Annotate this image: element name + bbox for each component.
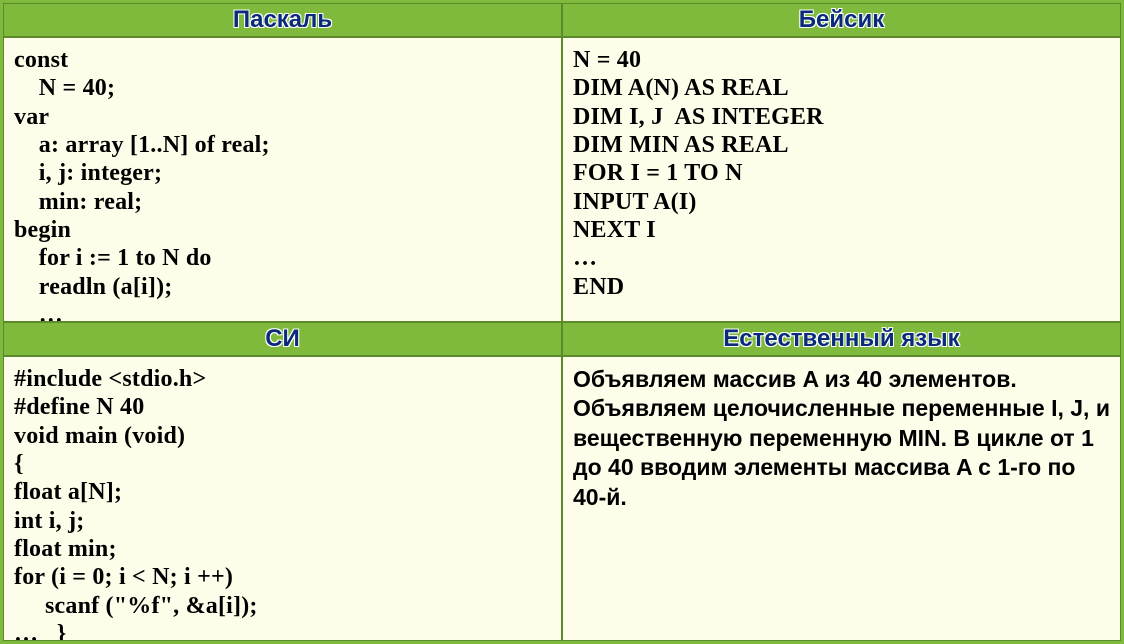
header-c: СИ xyxy=(3,322,562,356)
prose-natural: Объявляем массив A из 40 элементов. Объя… xyxy=(573,365,1110,512)
header-pascal: Паскаль xyxy=(3,3,562,37)
cell-natural: Объявляем массив A из 40 элементов. Объя… xyxy=(562,356,1121,641)
cell-pascal: const N = 40; var a: array [1..N] of rea… xyxy=(3,37,562,322)
header-basic: Бейсик xyxy=(562,3,1121,37)
code-c: #include <stdio.h> #define N 40 void mai… xyxy=(14,365,551,641)
code-pascal: const N = 40; var a: array [1..N] of rea… xyxy=(14,46,551,322)
cell-c: #include <stdio.h> #define N 40 void mai… xyxy=(3,356,562,641)
code-basic: N = 40 DIM A(N) AS REAL DIM I, J AS INTE… xyxy=(573,46,1110,301)
comparison-table: Паскаль Бейсик const N = 40; var a: arra… xyxy=(0,0,1124,644)
cell-basic: N = 40 DIM A(N) AS REAL DIM I, J AS INTE… xyxy=(562,37,1121,322)
header-natural: Естественный язык xyxy=(562,322,1121,356)
